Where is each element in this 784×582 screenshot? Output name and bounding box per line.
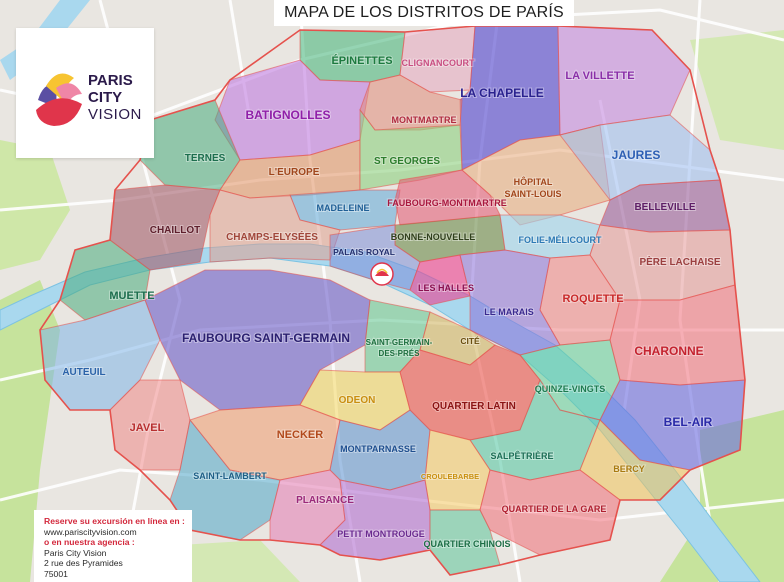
logo-word-paris: PARIS [88, 72, 133, 89]
district-les-halles[interactable] [409, 254, 471, 306]
map-title: MAPA DE LOS DISTRITOS DE PARÍS [274, 0, 574, 26]
booking-agency-label: o en nuestra agencia : [44, 537, 135, 547]
label-saint-germain-2: DES-PRÉS [379, 349, 421, 358]
paris-city-vision-logo-icon [36, 73, 82, 126]
agency-name: Paris City Vision [44, 547, 107, 558]
label-champs-elysees: CHAMPS-ELYSÉES [226, 230, 318, 243]
label-saint-germain-1: SAINT-GERMAIN- [366, 338, 433, 347]
districts-layer [39, 25, 746, 576]
label-europe: L'EUROPE [269, 167, 320, 178]
label-quartier-de-la-gare: QUARTIER DE LA GARE [502, 504, 607, 514]
parks-layer [0, 30, 784, 582]
label-faubourg-montmartre: FAUBOURG-MONTMARTRE [387, 198, 507, 208]
logo-word-city: CITY [88, 89, 123, 106]
park-north-east [690, 30, 784, 150]
label-la-villette: LA VILLETTE [565, 70, 634, 82]
label-plaisance: PLAISANCE [296, 495, 354, 506]
label-hopital-1: HÔPITAL [514, 176, 553, 187]
label-necker: NECKER [277, 429, 324, 441]
district-champs-elysees[interactable] [209, 189, 341, 263]
label-quinze-vingts: QUINZE-VINGTS [535, 384, 606, 394]
label-petit-montrouge: PETIT MONTROUGE [337, 529, 425, 539]
label-bonne-nouvelle: BONNE-NOUVELLE [391, 232, 476, 242]
logo-card[interactable]: PARIS CITY VISION [16, 28, 154, 158]
label-quartier-chinois: QUARTIER CHINOIS [423, 539, 510, 549]
label-hopital-2: SAINT-LOUIS [504, 189, 561, 199]
label-bercy: BERCY [613, 464, 645, 474]
label-jaures: JAURES [612, 148, 661, 162]
label-batignolles: BATIGNOLLES [245, 108, 330, 122]
label-montparnasse: MONTPARNASSE [340, 444, 416, 454]
label-st-georges: ST GEORGES [374, 156, 440, 167]
label-salpetriere: SALPÊTRIÈRE [490, 450, 553, 461]
label-ternes: TERNES [185, 153, 226, 164]
label-clignancourt: CLIGNANCOURT [402, 58, 475, 68]
label-charonne: CHARONNE [634, 344, 703, 358]
label-epinettes: ÉPINETTES [331, 54, 392, 67]
label-chaillot: CHAILLOT [150, 225, 201, 236]
label-muette: MUETTE [109, 290, 154, 302]
label-quartier-latin: QUARTIER LATIN [432, 401, 516, 412]
label-belleville: BELLEVILLE [634, 202, 695, 213]
label-palais-royal: PALAIS ROYAL [333, 247, 395, 257]
label-faubourg-saint-germain: FAUBOURG SAINT-GERMAIN [182, 331, 350, 345]
city-boundary [39, 25, 746, 576]
label-cite: CITÉ [460, 336, 480, 346]
park-west [0, 140, 70, 270]
district-labels: ÉPINETTES CLIGNANCOURT LA CHAPELLE LA VI… [61, 53, 722, 550]
label-la-chapelle: LA CHAPELLE [460, 86, 544, 100]
district-faubourg-saint-germain[interactable] [144, 269, 371, 411]
label-saint-lambert: SAINT-LAMBERT [193, 471, 267, 481]
booking-info-card: Reserve su excursión en línea en : www.p… [34, 510, 192, 582]
label-croulebarbe: CROULEBARBE [421, 472, 479, 481]
label-auteuil: AUTEUIL [62, 367, 105, 378]
agency-postcode: 75001 [44, 568, 68, 579]
label-folie-mericourt: FOLIE-MÉLICOURT [519, 235, 602, 245]
label-odeon: ODEON [339, 395, 376, 406]
logo-word-vision: VISION [88, 106, 142, 123]
park-south [170, 540, 300, 582]
booking-website-link[interactable]: www.pariscityvision.com [44, 526, 137, 537]
booking-online-label: Reserve su excursión en línea en : [44, 516, 185, 526]
label-javel: JAVEL [130, 422, 165, 434]
label-madeleine: MADELEINE [316, 203, 369, 213]
label-le-marais: LE MARAIS [484, 307, 534, 317]
label-bel-air: BEL-AIR [664, 415, 713, 429]
label-roquette: ROQUETTE [562, 293, 623, 305]
label-pere-lachaise: PÈRE LACHAISE [639, 255, 720, 268]
district-charonne[interactable] [609, 284, 746, 386]
label-les-halles: LES HALLES [418, 283, 474, 293]
label-montmartre: MONTMARTRE [392, 115, 457, 125]
agency-street: 2 rue des Pyramides [44, 558, 123, 568]
logo-wordmark: PARIS CITY VISION [88, 72, 142, 123]
agency-marker[interactable] [370, 262, 394, 286]
